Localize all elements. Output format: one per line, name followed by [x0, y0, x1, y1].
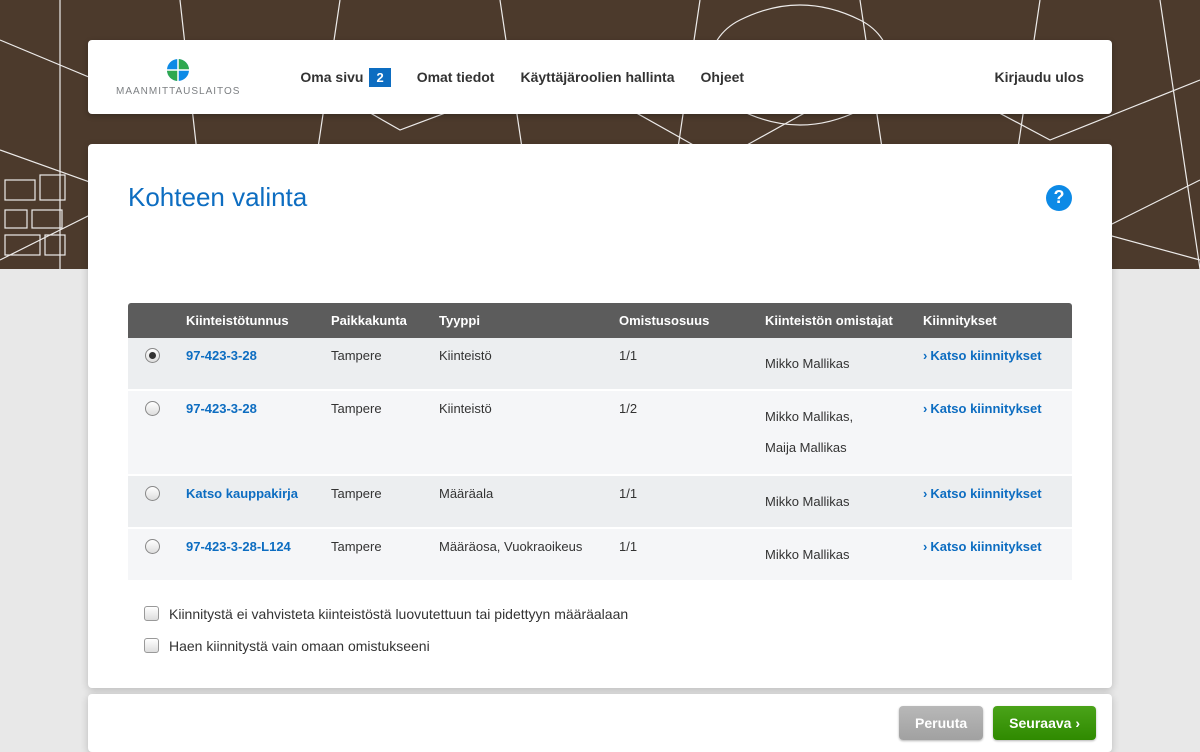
cell-owners: Mikko Mallikas,Maija Mallikas: [755, 390, 913, 474]
table-row: 97-423-3-28-L124 TampereMääräosa, Vuokrao…: [128, 528, 1072, 581]
table-row: 97-423-3-28 TampereKiinteistö1/2Mikko Mal…: [128, 390, 1072, 474]
main-card: Kohteen valinta ? Kiinteistötunnus Paikk…: [88, 144, 1112, 688]
checkbox-label: Kiinnitystä ei vahvisteta kiinteistöstä …: [169, 606, 628, 622]
cell-type: Kiinteistö: [429, 338, 609, 390]
cell-type: Määräala: [429, 475, 609, 528]
checkbox-own-only[interactable]: [144, 638, 159, 653]
cell-owners: Mikko Mallikas: [755, 475, 913, 528]
cell-place: Tampere: [321, 475, 429, 528]
view-mortgages-link[interactable]: ›Katso kiinnitykset: [923, 401, 1042, 416]
brand-name: MAANMITTAUSLAITOS: [116, 86, 240, 97]
cell-type: Kiinteistö: [429, 390, 609, 474]
nav-label: Omat tiedot: [417, 69, 495, 85]
col-id: Kiinteistötunnus: [176, 303, 321, 338]
property-id-link[interactable]: 97-423-3-28-L124: [186, 539, 291, 554]
cell-place: Tampere: [321, 528, 429, 581]
col-place: Paikkakunta: [321, 303, 429, 338]
table-row: 97-423-3-28 TampereKiinteistö1/1Mikko Mal…: [128, 338, 1072, 390]
cell-owners: Mikko Mallikas: [755, 528, 913, 581]
view-mortgages-link[interactable]: ›Katso kiinnitykset: [923, 348, 1042, 363]
cell-type: Määräosa, Vuokraoikeus: [429, 528, 609, 581]
page-title: Kohteen valinta: [128, 182, 307, 213]
top-navigation: MAANMITTAUSLAITOS Oma sivu 2 Omat tiedot…: [88, 40, 1112, 114]
property-id-link[interactable]: 97-423-3-28: [186, 348, 257, 363]
footer-actions: Peruuta Seuraava ›: [88, 694, 1112, 752]
nav-oma-sivu[interactable]: Oma sivu 2: [300, 68, 390, 87]
checkbox-no-confirm[interactable]: [144, 606, 159, 621]
property-table: Kiinteistötunnus Paikkakunta Tyyppi Omis…: [128, 303, 1072, 582]
cell-place: Tampere: [321, 338, 429, 390]
col-share: Omistusosuus: [609, 303, 755, 338]
cell-share: 1/1: [609, 475, 755, 528]
row-radio[interactable]: [145, 401, 160, 416]
nav-ohjeet[interactable]: Ohjeet: [701, 69, 745, 85]
cell-place: Tampere: [321, 390, 429, 474]
row-radio[interactable]: [145, 348, 160, 363]
col-type: Tyyppi: [429, 303, 609, 338]
cancel-button[interactable]: Peruuta: [899, 706, 983, 740]
view-mortgages-link[interactable]: ›Katso kiinnitykset: [923, 539, 1042, 554]
cell-share: 1/1: [609, 528, 755, 581]
nav-label: Käyttäjäroolien hallinta: [520, 69, 674, 85]
checkbox-group: Kiinnitystä ei vahvisteta kiinteistöstä …: [144, 606, 1072, 654]
cell-share: 1/1: [609, 338, 755, 390]
next-button[interactable]: Seuraava ›: [993, 706, 1096, 740]
col-radio: [128, 303, 176, 338]
brand: MAANMITTAUSLAITOS: [116, 58, 240, 97]
nav-label: Ohjeet: [701, 69, 745, 85]
cell-share: 1/2: [609, 390, 755, 474]
help-icon[interactable]: ?: [1046, 185, 1072, 211]
nav-kayttajaroolien[interactable]: Käyttäjäroolien hallinta: [520, 69, 674, 85]
view-mortgages-link[interactable]: ›Katso kiinnitykset: [923, 486, 1042, 501]
nav-label: Oma sivu: [300, 69, 363, 85]
cell-owners: Mikko Mallikas: [755, 338, 913, 390]
nav-omat-tiedot[interactable]: Omat tiedot: [417, 69, 495, 85]
row-radio[interactable]: [145, 486, 160, 501]
logout-link[interactable]: Kirjaudu ulos: [995, 69, 1084, 85]
nav-badge: 2: [369, 68, 390, 87]
row-radio[interactable]: [145, 539, 160, 554]
table-row: Katso kauppakirja TampereMääräala1/1Mikko…: [128, 475, 1072, 528]
property-id-link[interactable]: 97-423-3-28: [186, 401, 257, 416]
col-mortgages: Kiinnitykset: [913, 303, 1072, 338]
brand-logo-icon: [166, 58, 190, 82]
checkbox-label: Haen kiinnitystä vain omaan omistukseeni: [169, 638, 430, 654]
nav-links: Oma sivu 2 Omat tiedot Käyttäjäroolien h…: [300, 68, 994, 87]
property-id-link[interactable]: Katso kauppakirja: [186, 486, 298, 501]
col-owners: Kiinteistön omistajat: [755, 303, 913, 338]
